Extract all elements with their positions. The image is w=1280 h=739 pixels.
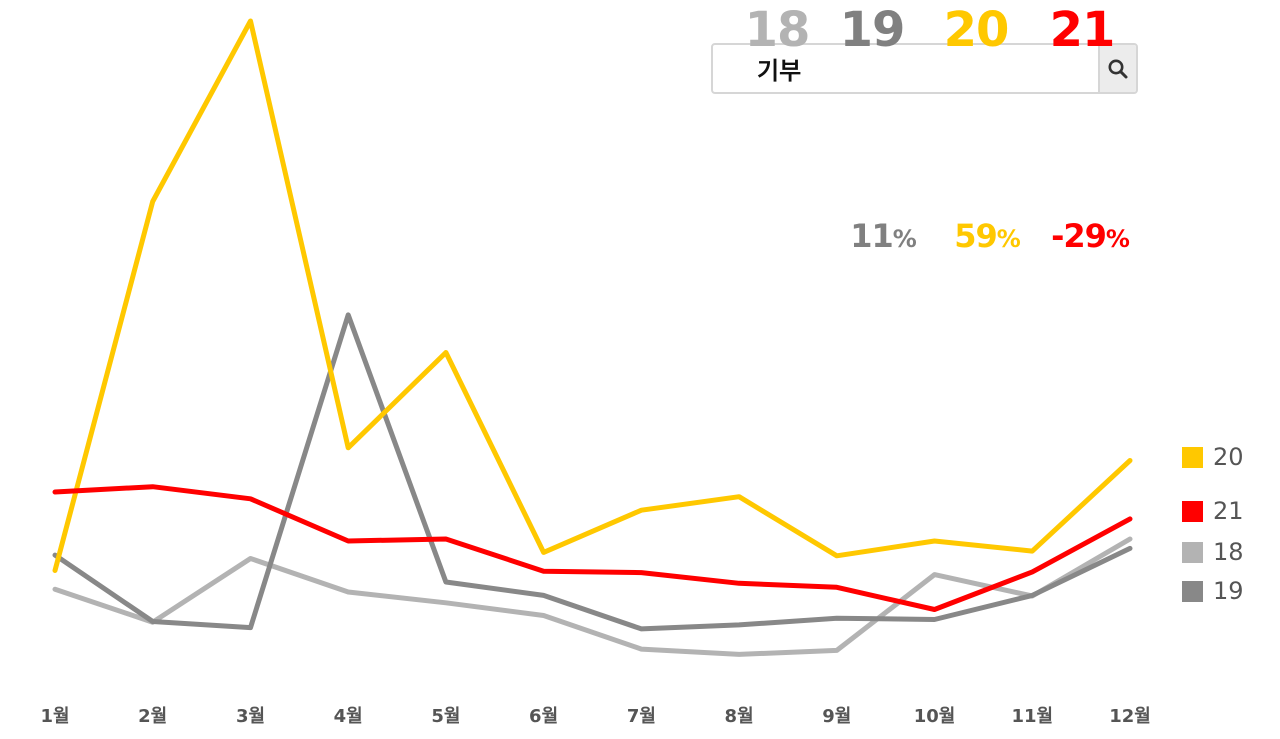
search-button[interactable] xyxy=(1098,45,1136,92)
legend-label-20: 20 xyxy=(1213,443,1244,471)
x-tick-label: 2월 xyxy=(138,706,167,727)
year-19-label: 19 xyxy=(839,2,906,58)
series-line-18 xyxy=(52,536,1133,657)
change-19: 11% xyxy=(828,216,938,259)
series-line-20 xyxy=(52,18,1133,573)
series-line-21 xyxy=(52,484,1133,612)
year-21-label: 21 xyxy=(1049,2,1116,58)
legend-swatch-21 xyxy=(1182,500,1203,522)
change-20-unit: % xyxy=(996,225,1021,253)
change-20-value: 59 xyxy=(954,217,998,255)
x-tick-label: 10월 xyxy=(914,706,956,727)
change-19-unit: % xyxy=(892,225,917,253)
x-tick-label: 9월 xyxy=(822,706,851,727)
series-line-19 xyxy=(52,312,1133,632)
legend-item-18[interactable]: 18 xyxy=(1182,537,1244,567)
legend-label-19: 19 xyxy=(1213,577,1244,605)
legend-item-19[interactable]: 19 xyxy=(1182,576,1244,606)
x-tick-label: 5월 xyxy=(431,706,460,727)
legend-item-20[interactable]: 20 xyxy=(1182,442,1244,472)
change-21-value: -29 xyxy=(1051,217,1107,255)
change-21: -29% xyxy=(1035,216,1145,259)
x-tick-label: 11월 xyxy=(1011,706,1053,727)
legend-item-21[interactable]: 21 xyxy=(1182,496,1244,526)
search-icon xyxy=(1106,57,1130,81)
change-19-value: 11 xyxy=(850,217,894,255)
legend-swatch-19 xyxy=(1182,580,1203,602)
x-tick-label: 3월 xyxy=(236,706,265,727)
x-tick-label: 8월 xyxy=(725,706,754,727)
x-tick-label: 12월 xyxy=(1109,706,1151,727)
year-18-label: 18 xyxy=(744,2,811,58)
legend-label-18: 18 xyxy=(1213,538,1244,566)
x-axis-ticks: 1월 2월 3월 4월 5월 6월 7월 8월 9월 10월 11월 12월 xyxy=(40,706,1150,727)
search-bar xyxy=(711,43,1138,94)
change-21-unit: % xyxy=(1105,225,1130,253)
x-tick-label: 1월 xyxy=(40,706,69,727)
year-20-label: 20 xyxy=(943,2,1010,58)
legend-swatch-20 xyxy=(1182,446,1203,468)
legend-swatch-18 xyxy=(1182,541,1203,563)
chart-lines xyxy=(52,18,1133,657)
x-tick-label: 7월 xyxy=(627,706,656,727)
x-tick-label: 6월 xyxy=(529,706,558,727)
x-tick-label: 4월 xyxy=(334,706,363,727)
change-20: 59% xyxy=(932,216,1042,259)
legend-label-21: 21 xyxy=(1213,497,1244,525)
search-input[interactable] xyxy=(713,45,1098,92)
